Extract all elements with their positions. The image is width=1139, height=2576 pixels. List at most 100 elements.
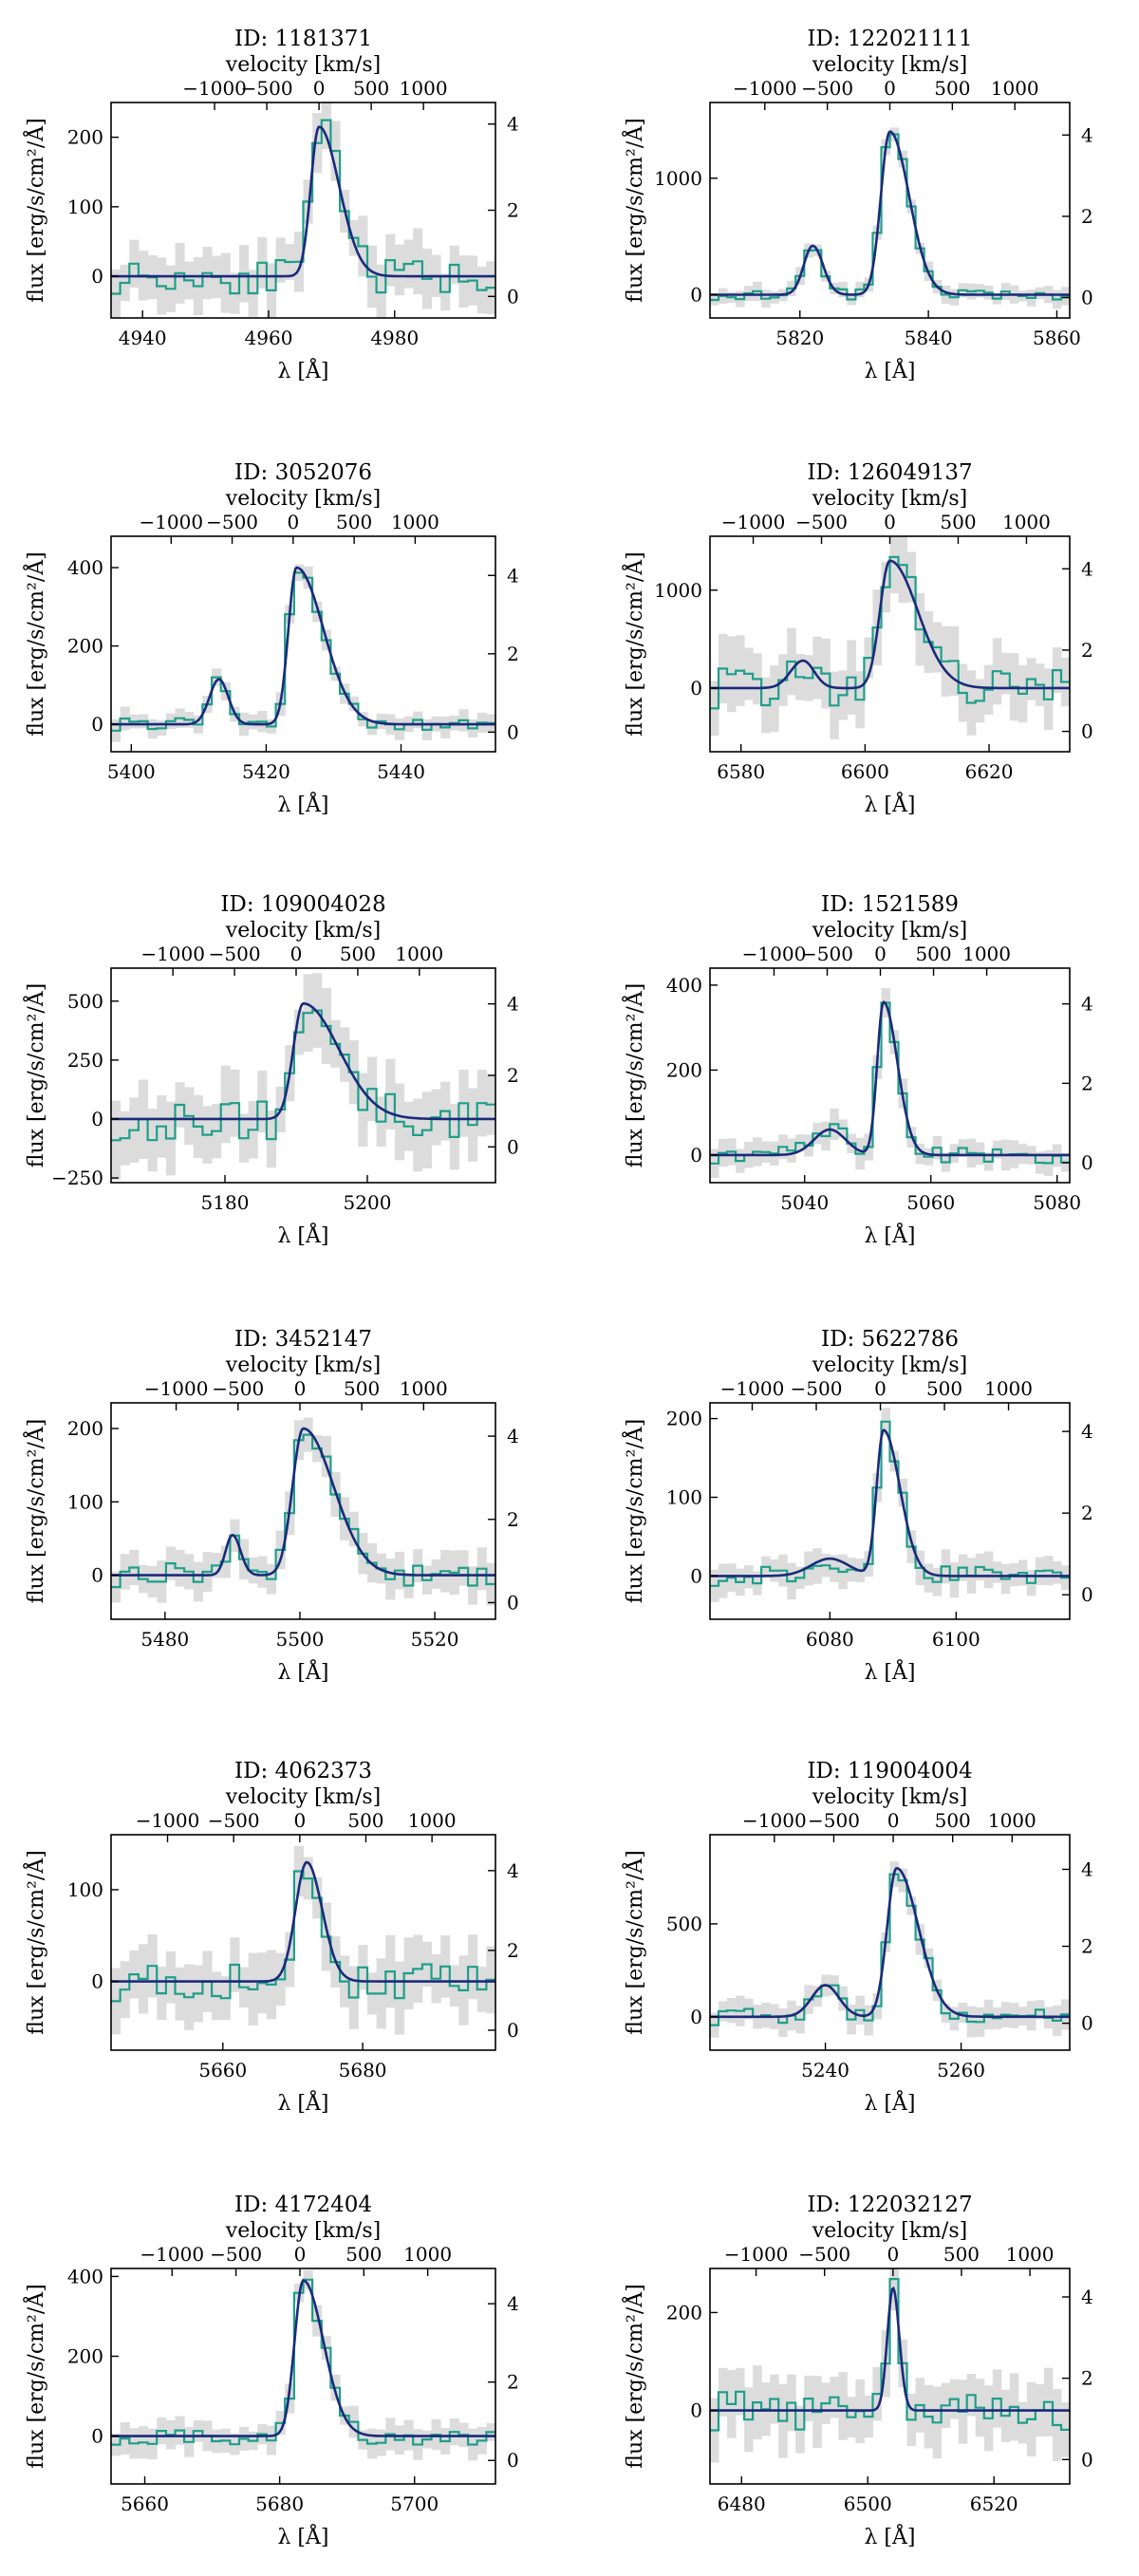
- velocity-tick-label: 0: [313, 77, 326, 100]
- right-tick-label: 2: [1081, 205, 1093, 228]
- y-tick-label: 0: [690, 677, 702, 700]
- model-fit-line: [111, 566, 495, 726]
- data-step-line: [111, 571, 495, 732]
- panel-3: 5400 5420 5440 0 200 400 0 2 4 −1000 −500 0 500 1000 I…: [22, 460, 519, 817]
- x-tick-label: 4940: [119, 327, 167, 349]
- y-tick-label: 200: [67, 1417, 103, 1440]
- y-tick-label: 0: [690, 283, 702, 306]
- y-tick-label: 0: [690, 1144, 702, 1167]
- velocity-axis-label: velocity [km/s]: [812, 1785, 967, 1809]
- panel-title: ID: 4172404: [234, 2193, 372, 2217]
- velocity-tick-label: 500: [935, 1809, 971, 1832]
- axes-frame: [110, 535, 496, 753]
- velocity-tick-label: −1000: [140, 943, 205, 965]
- velocity-tick-label: −1000: [733, 77, 797, 100]
- velocity-tick-label: 500: [340, 943, 376, 965]
- right-tick-label: 4: [1081, 1857, 1093, 1880]
- right-tick-label: 4: [1081, 123, 1093, 146]
- x-tick-label: 5520: [411, 1628, 459, 1651]
- velocity-tick-label: 500: [344, 1377, 380, 1400]
- y-tick-label: 0: [91, 1564, 103, 1587]
- x-axis-label: λ [Å]: [865, 357, 916, 383]
- y-axis-label: flux [erg/s/cm²/Å]: [621, 1419, 647, 1603]
- right-tick-label: 0: [507, 1591, 519, 1614]
- model-fit-line: [710, 130, 1070, 296]
- velocity-tick-label: −500: [209, 943, 261, 965]
- right-tick-label: 0: [1081, 287, 1093, 309]
- right-tick-label: 4: [1081, 1420, 1093, 1443]
- y-tick-label: 400: [67, 2265, 103, 2287]
- y-tick-label: −250: [51, 1167, 103, 1189]
- right-tick-label: 4: [507, 993, 519, 1016]
- x-tick-label: 5180: [201, 1191, 250, 1214]
- velocity-tick-label: 1000: [962, 943, 1011, 965]
- x-tick-label: 5840: [905, 327, 953, 349]
- y-tick-label: 0: [91, 1108, 103, 1130]
- panel-title: ID: 122032127: [807, 2193, 972, 2217]
- velocity-tick-label: 1000: [391, 511, 439, 533]
- velocity-axis-label: velocity [km/s]: [812, 2219, 967, 2243]
- right-tick-label: 2: [507, 2371, 519, 2394]
- right-tick-label: 4: [1081, 2286, 1093, 2308]
- velocity-tick-label: 0: [293, 1809, 306, 1832]
- right-tick-label: 4: [507, 1859, 519, 1882]
- right-tick-label: 4: [1081, 557, 1093, 580]
- x-tick-label: 5680: [255, 2492, 304, 2515]
- data-step-line: [710, 133, 1070, 302]
- y-tick-label: 500: [67, 990, 103, 1013]
- right-tick-label: 0: [507, 2019, 519, 2042]
- y-tick-label: 200: [67, 126, 103, 149]
- model-fit-line: [111, 1860, 495, 1983]
- model-fit-line: [111, 1427, 495, 1577]
- velocity-axis-label: velocity [km/s]: [225, 1785, 381, 1809]
- right-tick-label: 0: [1081, 2448, 1093, 2471]
- error-band: [376, 264, 386, 318]
- model-fit-line: [111, 2279, 495, 2437]
- error-band: [889, 536, 900, 594]
- x-axis-label: λ [Å]: [865, 2523, 916, 2549]
- x-tick-label: 6600: [841, 760, 889, 783]
- x-tick-label: 5700: [390, 2492, 439, 2515]
- y-axis-label: flux [erg/s/cm²/Å]: [621, 118, 647, 302]
- model-fit-line: [710, 559, 1070, 690]
- right-tick-label: 0: [1081, 1583, 1093, 1606]
- plot-area: [111, 2269, 495, 2461]
- y-tick-label: 0: [91, 265, 103, 288]
- velocity-tick-label: 0: [874, 1377, 887, 1400]
- velocity-axis-label: velocity [km/s]: [225, 2219, 381, 2243]
- y-axis-label: flux [erg/s/cm²/Å]: [621, 983, 647, 1167]
- right-tick-label: 0: [1081, 1151, 1093, 1174]
- y-tick-label: 0: [91, 713, 103, 736]
- plot-area: [111, 103, 495, 318]
- y-tick-label: 400: [666, 974, 702, 997]
- velocity-tick-label: 0: [884, 511, 896, 533]
- x-axis-label: λ [Å]: [865, 1222, 916, 1248]
- velocity-axis-label: velocity [km/s]: [812, 1353, 967, 1377]
- x-tick-label: 6480: [718, 2492, 766, 2515]
- plot-area: [111, 564, 495, 742]
- plot-area: [710, 536, 1070, 739]
- velocity-tick-label: −500: [808, 1809, 860, 1832]
- x-tick-label: 5440: [377, 760, 425, 783]
- panel-title: ID: 3452147: [234, 1327, 372, 1352]
- y-tick-label: 100: [666, 1485, 702, 1508]
- velocity-tick-label: −500: [210, 2243, 262, 2266]
- panel-title: ID: 122021111: [807, 27, 972, 51]
- x-tick-label: 6080: [806, 1628, 854, 1651]
- y-tick-label: 0: [690, 2006, 702, 2028]
- x-tick-label: 5080: [1033, 1191, 1081, 1214]
- velocity-tick-label: 1000: [1006, 2243, 1055, 2266]
- velocity-tick-label: −1000: [139, 511, 203, 533]
- x-tick-label: 5260: [937, 2059, 985, 2081]
- x-tick-label: 5480: [140, 1628, 189, 1651]
- y-axis-label: flux [erg/s/cm²/Å]: [621, 2284, 647, 2468]
- y-tick-label: 200: [666, 2301, 702, 2324]
- y-tick-label: 1000: [654, 167, 702, 190]
- velocity-tick-label: 500: [943, 2243, 980, 2266]
- axes-frame: [709, 2268, 1071, 2485]
- right-tick-label: 2: [1081, 1502, 1093, 1524]
- y-axis-label: flux [erg/s/cm²/Å]: [22, 2284, 48, 2468]
- right-tick-label: 2: [507, 1508, 519, 1531]
- x-axis-label: λ [Å]: [278, 357, 329, 383]
- y-tick-label: 500: [666, 1913, 702, 1935]
